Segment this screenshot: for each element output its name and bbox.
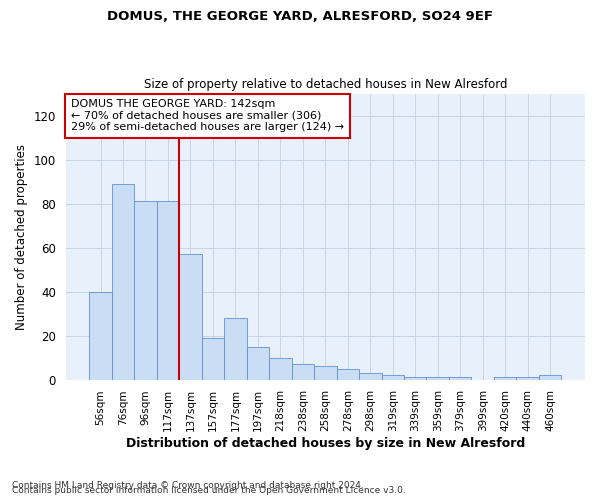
Bar	[89, 292, 112, 380]
Bar	[404, 378, 427, 380]
Y-axis label: Number of detached properties: Number of detached properties	[15, 144, 28, 330]
Bar	[314, 366, 337, 380]
Bar	[224, 318, 247, 380]
Bar	[157, 202, 179, 380]
Bar	[112, 184, 134, 380]
Text: DOMUS, THE GEORGE YARD, ALRESFORD, SO24 9EF: DOMUS, THE GEORGE YARD, ALRESFORD, SO24 …	[107, 10, 493, 23]
Text: Contains public sector information licensed under the Open Government Licence v3: Contains public sector information licen…	[12, 486, 406, 495]
Bar	[134, 202, 157, 380]
Bar	[517, 378, 539, 380]
Title: Size of property relative to detached houses in New Alresford: Size of property relative to detached ho…	[143, 78, 507, 91]
Bar	[269, 358, 292, 380]
Bar	[292, 364, 314, 380]
Text: DOMUS THE GEORGE YARD: 142sqm
← 70% of detached houses are smaller (306)
29% of : DOMUS THE GEORGE YARD: 142sqm ← 70% of d…	[71, 100, 344, 132]
Bar	[202, 338, 224, 380]
Bar	[449, 378, 472, 380]
Bar	[247, 346, 269, 380]
Bar	[359, 373, 382, 380]
Bar	[179, 254, 202, 380]
X-axis label: Distribution of detached houses by size in New Alresford: Distribution of detached houses by size …	[126, 437, 525, 450]
Bar	[539, 375, 562, 380]
Bar	[382, 375, 404, 380]
Bar	[337, 368, 359, 380]
Bar	[427, 378, 449, 380]
Text: Contains HM Land Registry data © Crown copyright and database right 2024.: Contains HM Land Registry data © Crown c…	[12, 481, 364, 490]
Bar	[494, 378, 517, 380]
